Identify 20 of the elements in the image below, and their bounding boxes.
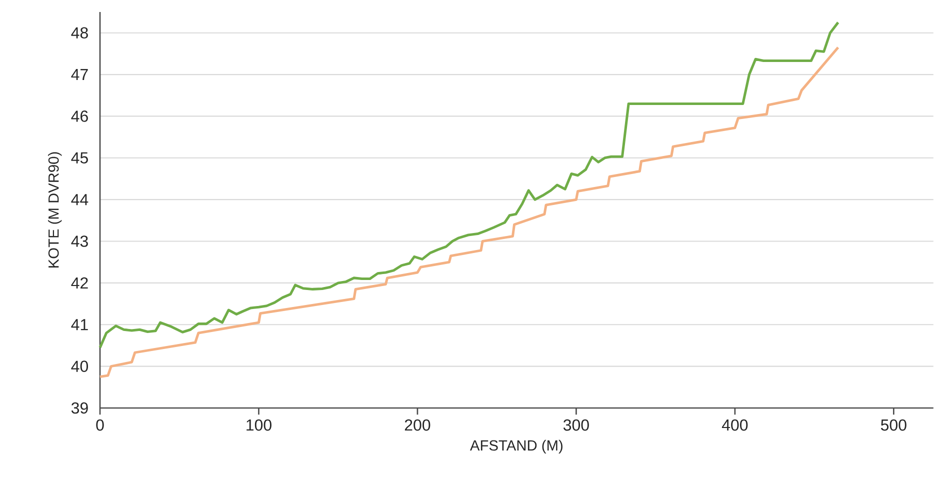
y-tick-label: 48 <box>71 27 88 38</box>
line-series <box>98 46 840 378</box>
y-tick-label: 47 <box>71 69 88 80</box>
y-tick-label: 43 <box>71 236 88 247</box>
y-axis-title: KOTE (M DVR90) <box>48 152 62 268</box>
line-series <box>98 21 840 349</box>
y-tick-label: 41 <box>71 319 88 330</box>
y-tick-label: 46 <box>71 110 88 122</box>
x-axis-title: AFSTAND (M) <box>470 440 562 454</box>
x-tick-label: 300 <box>563 419 589 431</box>
x-tick-label: 0 <box>96 419 104 431</box>
y-tick-label: 42 <box>71 277 88 289</box>
y-tick-label: 44 <box>71 194 88 206</box>
y-tick-label: 40 <box>71 360 88 372</box>
x-tick-label: 400 <box>722 419 748 431</box>
x-tick-label: 100 <box>246 419 272 431</box>
x-tick-label: 500 <box>880 419 906 431</box>
y-tick-label: 39 <box>71 402 88 414</box>
y-tick-label: 45 <box>71 152 88 164</box>
x-tick-label: 200 <box>404 419 430 431</box>
